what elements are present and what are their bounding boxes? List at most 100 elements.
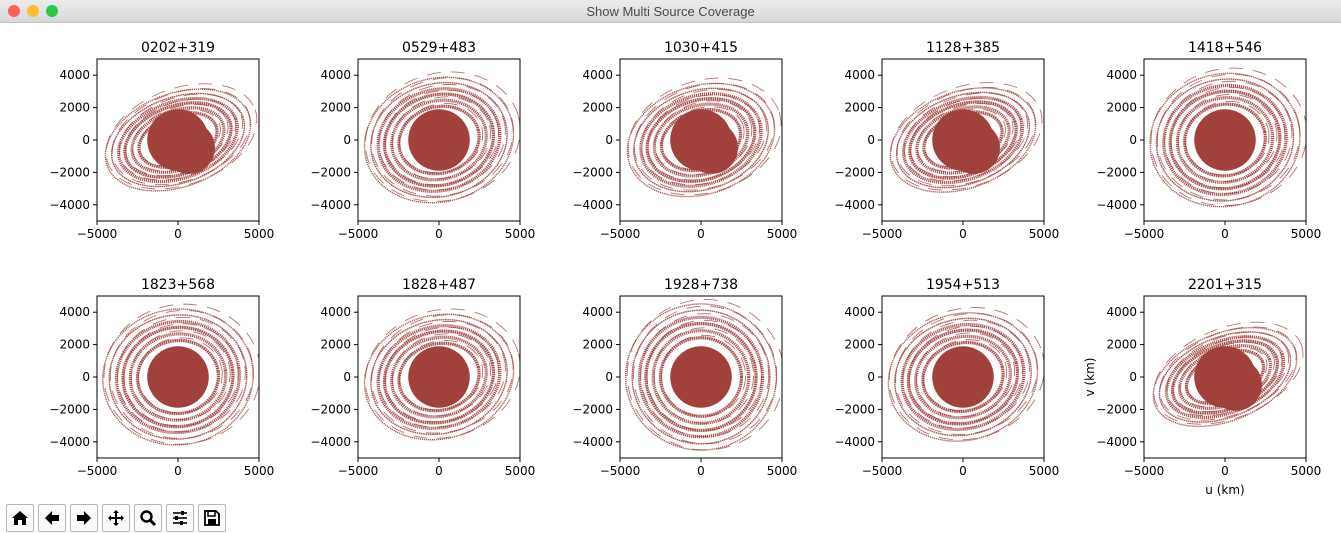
uv-track bbox=[1183, 102, 1267, 178]
uv-track bbox=[639, 92, 763, 188]
save-button[interactable] bbox=[198, 504, 226, 532]
y-tick-label: 4000 bbox=[59, 68, 90, 82]
subplot-1823+568: 1823+568 −5000 0 5000 4000 2000 0 −2000 −4000 bbox=[49, 277, 274, 478]
window-title: Show Multi Source Coverage bbox=[586, 4, 755, 19]
minimize-window-button[interactable] bbox=[27, 5, 39, 17]
subplots-config-button[interactable] bbox=[166, 504, 194, 532]
x-axis-label: u (km) bbox=[1205, 483, 1244, 497]
y-tick-label: 0 bbox=[1129, 370, 1137, 384]
back-arrow-icon bbox=[45, 511, 59, 525]
uv-track-arc bbox=[654, 100, 753, 176]
uv-track bbox=[887, 312, 1039, 442]
forward-arrow-icon bbox=[77, 511, 91, 525]
x-tick-label: −5000 bbox=[862, 227, 903, 241]
uv-track-arc bbox=[123, 323, 239, 427]
y-tick-label: −2000 bbox=[834, 402, 875, 416]
subplot-title: 1128+385 bbox=[926, 40, 1000, 56]
uv-track-arc bbox=[364, 308, 520, 439]
y-tick-label: −2000 bbox=[1096, 402, 1137, 416]
x-tick-label: 5000 bbox=[505, 227, 536, 241]
uv-track bbox=[1158, 331, 1292, 423]
subplot-2201+315: 2201+315 −5000 0 5000 4000 2000 0 −2000 −4000 u (… bbox=[1083, 277, 1321, 497]
y-tick-label: 4000 bbox=[320, 305, 351, 319]
pan-button[interactable] bbox=[102, 504, 130, 532]
subplot-1128+385: 1128+385 −5000 0 5000 4000 2000 0 −2000 −4000 bbox=[834, 40, 1059, 241]
x-tick-label: 5000 bbox=[1291, 227, 1322, 241]
uv-track bbox=[1149, 72, 1301, 208]
uv-track-arc bbox=[1170, 86, 1286, 189]
uv-track-arc bbox=[1153, 321, 1304, 425]
uv-core-lobe bbox=[685, 121, 738, 174]
uv-track-arc bbox=[653, 327, 755, 424]
x-tick-label: 0 bbox=[697, 227, 705, 241]
x-tick-label: 0 bbox=[435, 227, 443, 241]
subplot-title: 1030+415 bbox=[664, 40, 738, 56]
y-tick-label: −4000 bbox=[572, 198, 613, 212]
y-tick-label: −4000 bbox=[1096, 198, 1137, 212]
subplot-title: 1928+738 bbox=[664, 277, 738, 293]
y-tick-label: 2000 bbox=[582, 101, 613, 115]
back-button[interactable] bbox=[38, 504, 66, 532]
uv-track-arc bbox=[888, 307, 1044, 441]
uv-track bbox=[370, 81, 508, 199]
x-tick-label: −5000 bbox=[338, 227, 379, 241]
y-tick-label: 2000 bbox=[1106, 101, 1137, 115]
subplot-0202+319: 0202+319 −5000 0 5000 4000 2000 0 −2000 −4000 bbox=[49, 40, 274, 241]
uv-track bbox=[121, 325, 235, 429]
y-tick-label: −4000 bbox=[49, 435, 90, 449]
y-tick-label: 0 bbox=[867, 370, 875, 384]
uv-track bbox=[626, 82, 776, 198]
y-tick-label: 4000 bbox=[59, 305, 90, 319]
uv-track bbox=[922, 110, 1004, 170]
zoom-window-button[interactable] bbox=[46, 5, 58, 17]
uv-track bbox=[651, 329, 751, 425]
uv-track-arc bbox=[130, 330, 231, 421]
y-tick-label: 4000 bbox=[582, 305, 613, 319]
uv-tracks bbox=[363, 71, 520, 204]
uv-track bbox=[114, 319, 242, 435]
subplot-title: 2201+315 bbox=[1188, 277, 1262, 293]
home-button[interactable] bbox=[6, 504, 34, 532]
x-tick-label: 5000 bbox=[1029, 464, 1060, 478]
x-tick-label: 0 bbox=[174, 464, 182, 478]
uv-track-arc bbox=[378, 83, 506, 191]
y-tick-label: −4000 bbox=[310, 435, 351, 449]
uv-track bbox=[376, 87, 502, 193]
subplot-title: 0529+483 bbox=[402, 40, 476, 56]
uv-track bbox=[921, 340, 1005, 414]
uv-track-arc bbox=[117, 316, 246, 433]
uv-track bbox=[1152, 326, 1298, 428]
x-tick-label: 5000 bbox=[505, 464, 536, 478]
home-icon bbox=[12, 511, 28, 525]
y-tick-label: 2000 bbox=[844, 338, 875, 352]
uv-track-arc bbox=[391, 96, 491, 180]
subplot-title: 1954+513 bbox=[926, 277, 1000, 293]
uv-track bbox=[117, 96, 239, 184]
x-tick-label: −5000 bbox=[1124, 464, 1165, 478]
uv-core-lobe bbox=[1209, 358, 1262, 411]
uv-track-arc bbox=[398, 339, 484, 411]
uv-tracks bbox=[104, 83, 258, 192]
y-tick-label: 0 bbox=[605, 370, 613, 384]
zoom-button[interactable] bbox=[134, 504, 162, 532]
uv-track-arc bbox=[640, 313, 770, 438]
uv-track bbox=[889, 87, 1037, 193]
uv-track bbox=[1168, 89, 1282, 191]
x-tick-label: 0 bbox=[697, 464, 705, 478]
x-tick-label: −5000 bbox=[77, 464, 118, 478]
subplot-1928+738: 1928+738 −5000 0 5000 4000 2000 0 −2000 −4000 bbox=[572, 277, 797, 478]
y-tick-label: −4000 bbox=[572, 435, 613, 449]
y-tick-label: −4000 bbox=[49, 198, 90, 212]
uv-tracks bbox=[102, 303, 259, 446]
uv-tracks bbox=[363, 308, 520, 441]
uv-track-arc bbox=[916, 103, 1014, 173]
uv-track bbox=[397, 104, 481, 176]
x-tick-label: 5000 bbox=[1291, 464, 1322, 478]
subplot-1418+546: 1418+546 −5000 0 5000 4000 2000 0 −2000 −4000 bbox=[1096, 40, 1321, 241]
uv-track-arc bbox=[640, 88, 767, 186]
uv-track bbox=[382, 92, 496, 188]
close-window-button[interactable] bbox=[8, 5, 20, 17]
x-tick-label: −5000 bbox=[338, 464, 379, 478]
forward-button[interactable] bbox=[70, 504, 98, 532]
